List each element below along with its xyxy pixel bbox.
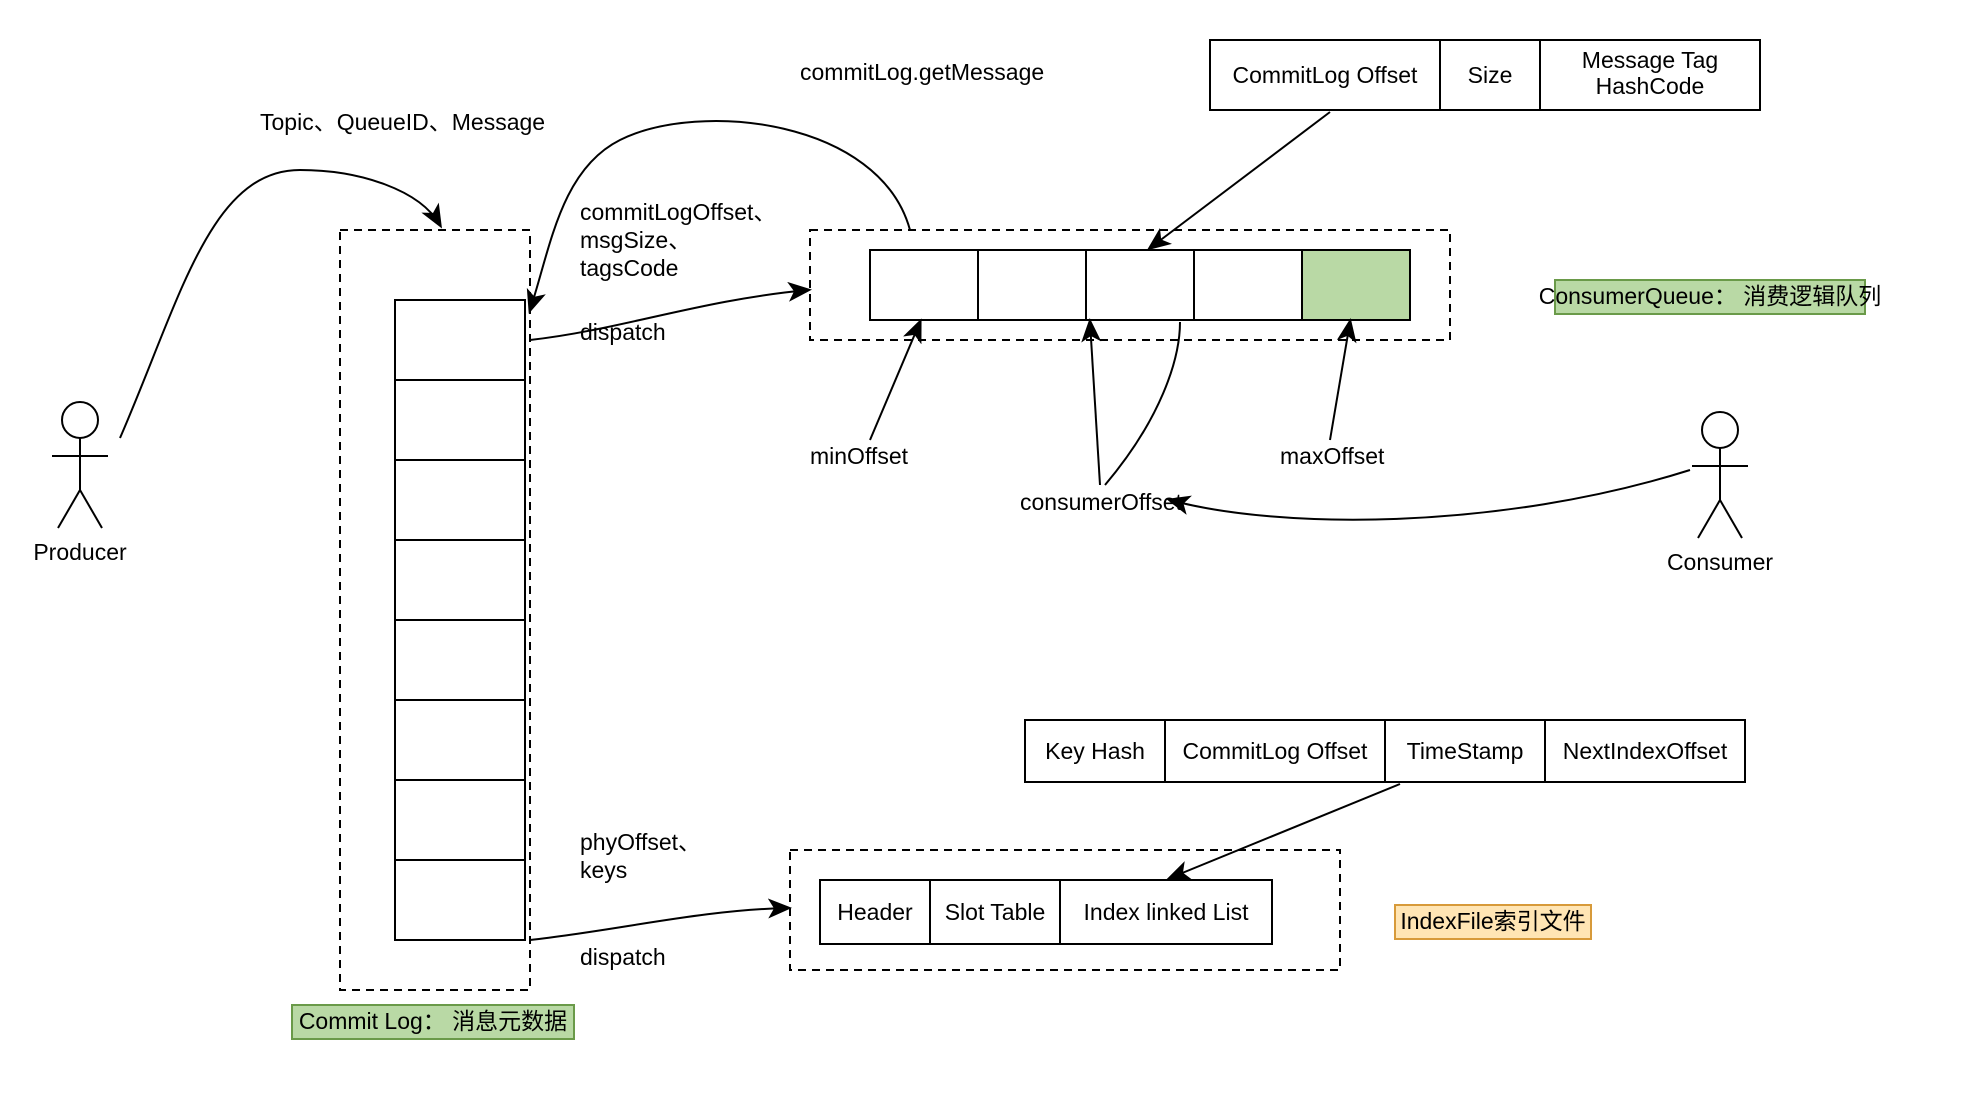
dispatch2-line2: keys [580,857,627,883]
commitlog-cell [395,860,525,940]
dispatch1-line1: commitLogOffset、 [580,199,776,225]
commitlog-cell [395,540,525,620]
svg-text:CommitLog Offset: CommitLog Offset [1233,62,1419,88]
svg-text:TimeStamp: TimeStamp [1407,738,1524,764]
producer-actor: Producer [33,402,127,565]
svg-text:Slot Table: Slot Table [945,899,1046,925]
consumerqueue-cell [978,250,1086,320]
commitlog-cell [395,460,525,540]
commitlog-cell [395,300,525,380]
arrow-indexdetail-indexfile [1170,784,1400,878]
commitlog-cell [395,700,525,780]
arrow-consumeroffset2 [1105,322,1180,485]
consumerqueue-cell [1194,250,1302,320]
svg-text:Key Hash: Key Hash [1045,738,1145,764]
svg-text:Header: Header [837,899,913,925]
consumer-actor: Consumer [1667,412,1773,575]
arrow-consumeroffset [1090,322,1100,485]
consumerqueue-cell [870,250,978,320]
maxoffset-label: maxOffset [1280,443,1385,469]
commitlog-badge-text: Commit Log： 消息元数据 [299,1008,567,1034]
dispatch2-line1: phyOffset、 [580,829,701,855]
svg-text:NextIndexOffset: NextIndexOffset [1563,738,1728,764]
arrow-producer-commitlog [120,170,440,438]
svg-text:Index linked List: Index linked List [1084,899,1250,925]
consumeroffset-label: consumerOffset [1020,489,1183,515]
commitlog-cell [395,380,525,460]
minoffset-label: minOffset [810,443,909,469]
consumerqueue-cell [1086,250,1194,320]
producer-actor-label: Producer [33,539,127,565]
svg-text:Message Tag: Message Tag [1582,47,1718,73]
consumerqueue-badge-text: ConsumerQueue： 消费逻辑队列 [1539,283,1882,309]
arrow-detail-cq [1150,112,1330,248]
producer-send-label: Topic、QueueID、Message [260,109,545,135]
arrow-dispatch-index [530,908,788,940]
arrow-dispatch-cq [530,290,808,340]
commitlog-cell [395,780,525,860]
indexfile-badge-text: IndexFile索引文件 [1400,908,1585,934]
consumer-actor-label: Consumer [1667,549,1773,575]
commitlog-cell [395,620,525,700]
svg-text:Size: Size [1468,62,1513,88]
dispatch1-line3: tagsCode [580,255,678,281]
svg-text:HashCode: HashCode [1596,73,1705,99]
consumerqueue-cell [1302,250,1410,320]
arrow-consumer-cq [1170,470,1690,520]
get-message-label: commitLog.getMessage [800,59,1044,85]
dispatch1-line2: msgSize、 [580,227,691,253]
svg-text:CommitLog Offset: CommitLog Offset [1183,738,1369,764]
dispatch2-label: dispatch [580,944,666,970]
